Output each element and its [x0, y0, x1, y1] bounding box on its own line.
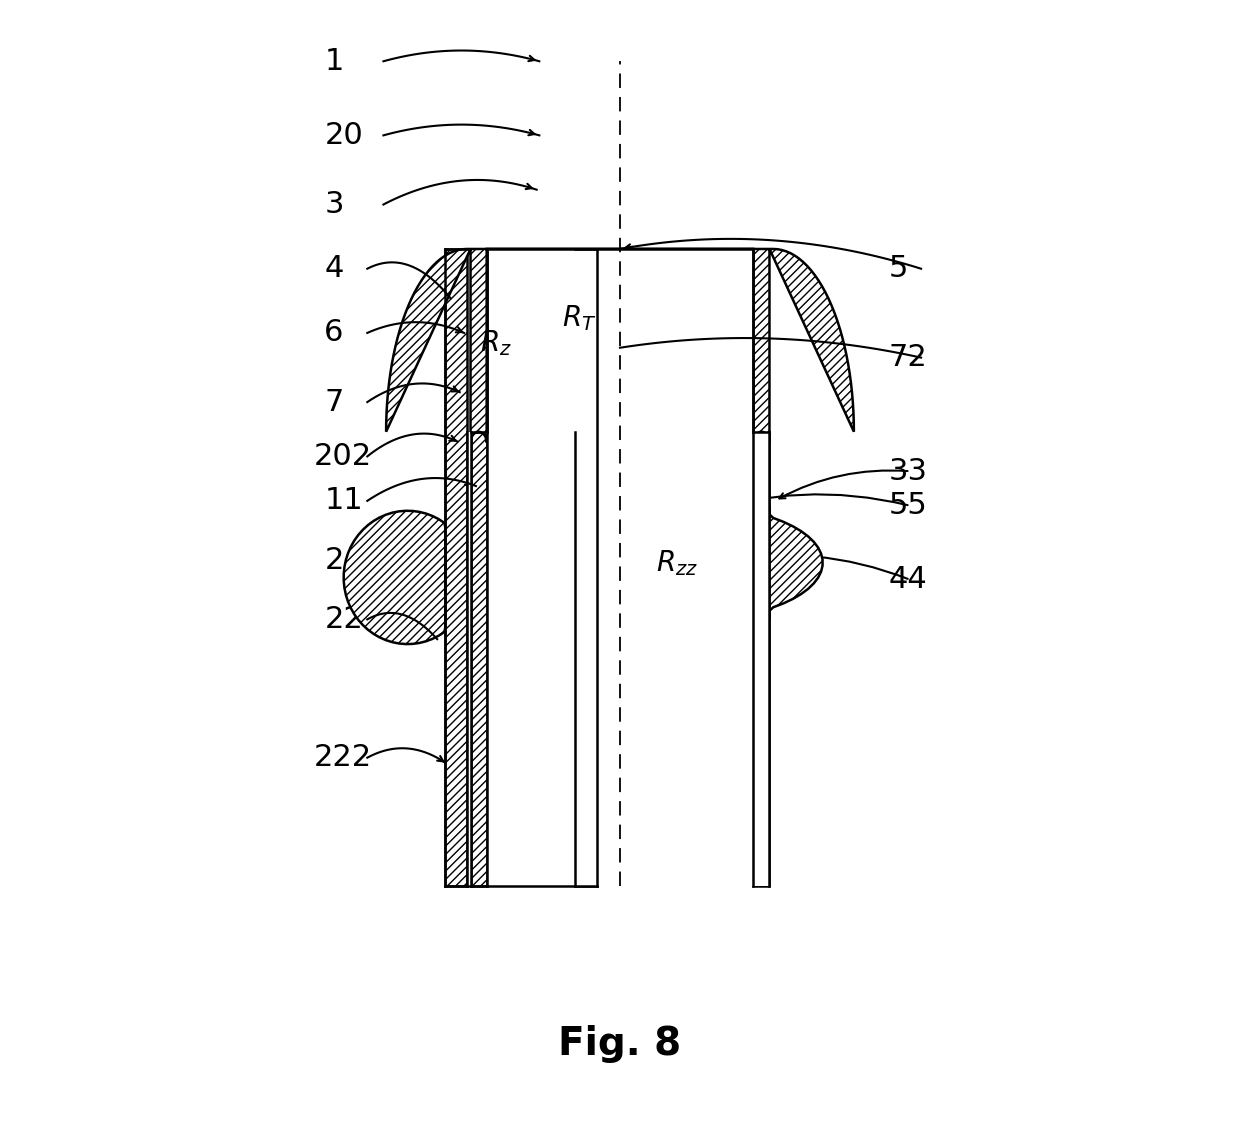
- Polygon shape: [466, 432, 470, 886]
- Polygon shape: [470, 432, 486, 886]
- Text: 44: 44: [889, 566, 928, 594]
- Text: 11: 11: [325, 487, 363, 515]
- Text: 2: 2: [325, 545, 343, 575]
- Polygon shape: [620, 249, 854, 442]
- Polygon shape: [486, 432, 754, 886]
- Polygon shape: [754, 432, 770, 886]
- Text: $R_z$: $R_z$: [480, 328, 512, 358]
- Text: 5: 5: [889, 254, 908, 283]
- Text: 72: 72: [889, 343, 928, 373]
- Text: 20: 20: [325, 121, 363, 150]
- Polygon shape: [386, 249, 620, 442]
- Text: $R_T$: $R_T$: [563, 303, 596, 333]
- Text: 202: 202: [314, 442, 372, 471]
- Text: 222: 222: [314, 743, 372, 773]
- Polygon shape: [486, 249, 754, 432]
- Text: Fig. 8: Fig. 8: [558, 1025, 682, 1063]
- Text: 4: 4: [325, 254, 343, 283]
- Text: 33: 33: [889, 457, 928, 486]
- Polygon shape: [575, 249, 596, 886]
- Text: 7: 7: [325, 387, 343, 416]
- Text: $R_{zz}$: $R_{zz}$: [656, 547, 698, 577]
- Polygon shape: [575, 432, 770, 886]
- Polygon shape: [343, 511, 445, 645]
- Polygon shape: [445, 249, 466, 886]
- Text: 55: 55: [889, 491, 928, 520]
- Text: 3: 3: [325, 190, 343, 219]
- Text: 22: 22: [325, 605, 363, 634]
- Polygon shape: [770, 506, 822, 620]
- Text: 6: 6: [325, 319, 343, 347]
- Text: 1: 1: [325, 47, 343, 75]
- Polygon shape: [486, 249, 754, 886]
